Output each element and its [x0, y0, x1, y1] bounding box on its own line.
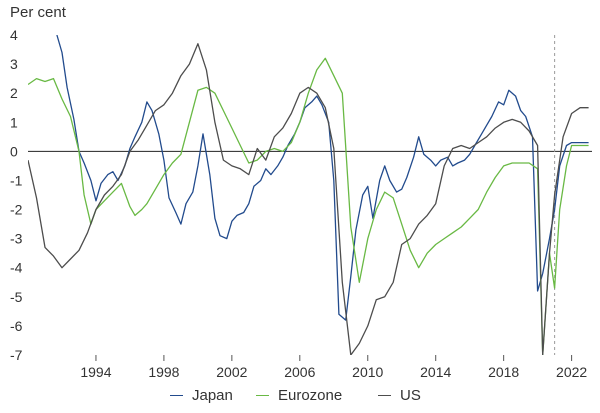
- legend-swatch-us: [378, 394, 391, 396]
- x-axis: 1994 1998 2002 2006 2010 2014 2018 2022: [80, 355, 587, 380]
- y-tick-label: -5: [10, 289, 23, 305]
- series-line-japan: [56, 35, 589, 321]
- legend-swatch-eurozone: [256, 394, 269, 396]
- x-tick-label: 2022: [556, 364, 587, 380]
- legend-item-japan: Japan: [170, 384, 233, 408]
- x-tick-label: 1998: [148, 364, 179, 380]
- series-line-us: [28, 43, 589, 355]
- y-tick-label: 1: [10, 114, 18, 130]
- reference-lines: [28, 35, 592, 355]
- y-tick-label: 3: [10, 56, 18, 72]
- legend-label-us: US: [400, 387, 421, 404]
- legend-swatch-japan: [170, 394, 183, 396]
- y-tick-label: 0: [10, 143, 18, 159]
- legend: Japan Eurozone US: [0, 384, 600, 408]
- y-axis-label: Per cent: [10, 4, 66, 21]
- y-tick-label: -3: [10, 231, 23, 247]
- y-tick-label: -2: [10, 202, 23, 218]
- x-tick-label: 2018: [488, 364, 519, 380]
- x-tick-label: 2010: [352, 364, 383, 380]
- y-tick-label: 2: [10, 85, 18, 101]
- x-tick-label: 2006: [284, 364, 315, 380]
- y-tick-label: -6: [10, 318, 23, 334]
- x-tick-label: 1994: [80, 364, 111, 380]
- y-tick-label: -4: [10, 260, 23, 276]
- legend-item-us: US: [378, 384, 421, 408]
- x-tick-label: 2002: [216, 364, 247, 380]
- series-line-eurozone: [28, 57, 589, 355]
- y-tick-label: 4: [10, 27, 18, 43]
- legend-label-eurozone: Eurozone: [278, 387, 343, 404]
- y-tick-label: -1: [10, 172, 23, 188]
- legend-label-japan: Japan: [192, 387, 233, 404]
- legend-item-eurozone: Eurozone: [256, 384, 342, 408]
- series-lines: [28, 35, 589, 355]
- y-axis: 4 3 2 1 0 -1 -2 -3 -4 -5 -6 -7: [10, 27, 23, 363]
- x-tick-label: 2014: [420, 364, 451, 380]
- y-tick-label: -7: [10, 347, 23, 363]
